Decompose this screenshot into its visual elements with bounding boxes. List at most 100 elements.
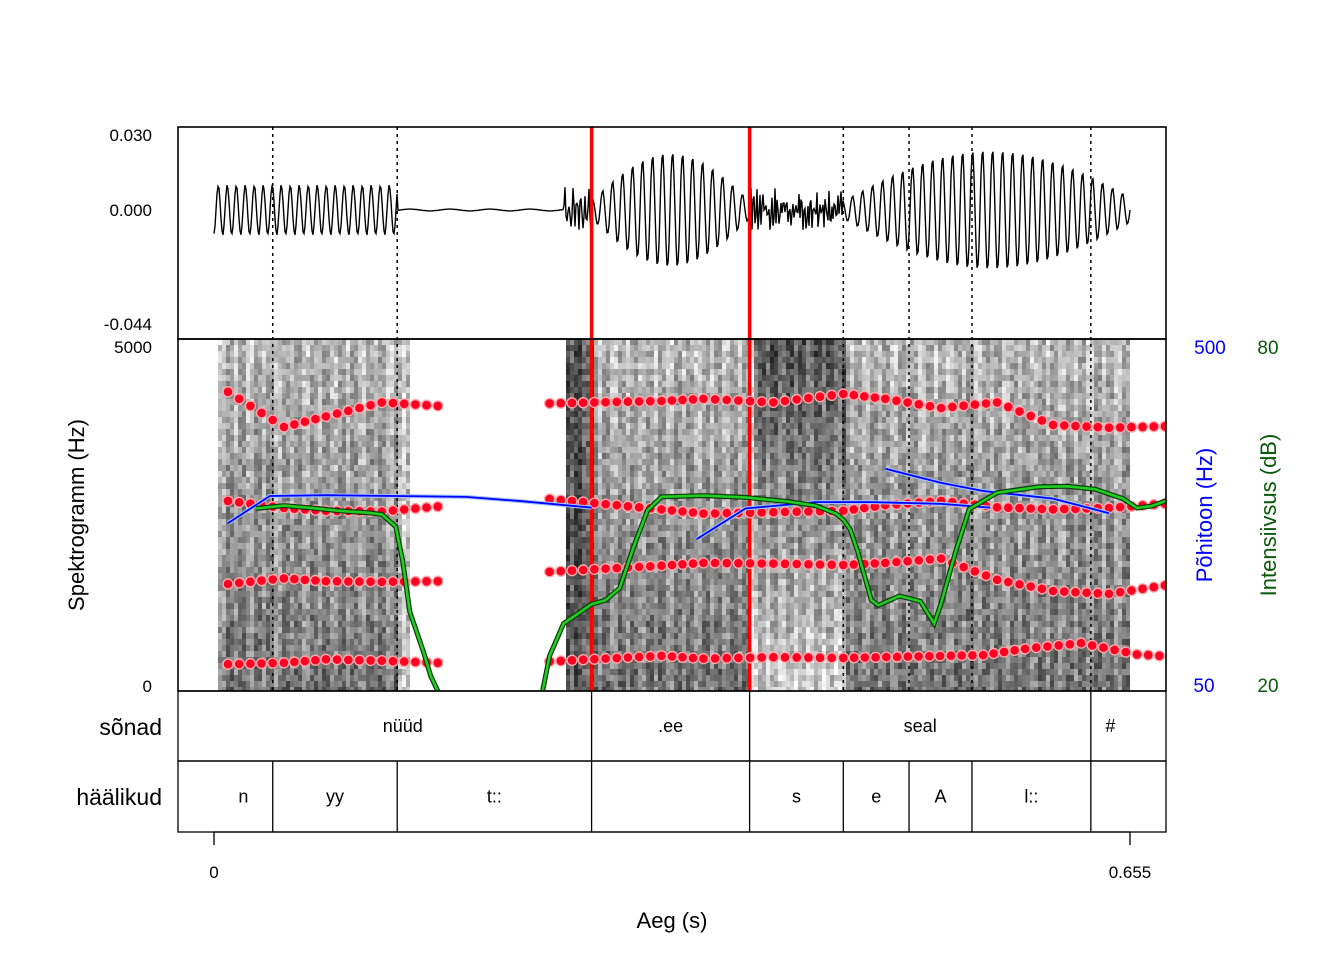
formant-point-f3 xyxy=(697,507,710,520)
formant-point-f4 xyxy=(309,413,322,425)
waveform-trace xyxy=(213,151,1131,269)
intensity-curve xyxy=(255,483,1166,691)
formant-point-f4 xyxy=(980,397,992,410)
formant-point-f4 xyxy=(1036,414,1048,427)
formant-point-f4 xyxy=(255,407,268,419)
formant-point-f2 xyxy=(420,575,433,587)
formant-point-f2 xyxy=(342,575,354,588)
intensity-tick-max: 80 xyxy=(1257,338,1278,359)
formant-point-f1 xyxy=(880,651,892,663)
formant-point-f1 xyxy=(1251,658,1261,668)
formant-point-f1 xyxy=(902,650,914,663)
formant-point-f1 xyxy=(891,651,903,663)
formant-point-f2 xyxy=(599,563,612,575)
formant-point-f1 xyxy=(767,651,780,663)
formant-point-f2 xyxy=(1171,579,1181,589)
formant-point-f4 xyxy=(848,389,860,401)
formant-point-f2 xyxy=(869,557,881,570)
formant-point-f4 xyxy=(858,390,870,403)
formant-point-f3 xyxy=(666,504,678,517)
formant-point-f1 xyxy=(1008,644,1021,656)
formant-point-f4 xyxy=(901,396,914,409)
formant-point-f2 xyxy=(779,558,791,570)
formant-point-f1 xyxy=(966,649,979,661)
formant-point-f4 xyxy=(1002,401,1014,413)
formant-point-f3 xyxy=(432,500,444,513)
formant-point-f1 xyxy=(1261,659,1271,669)
formant-point-f1 xyxy=(1019,643,1031,655)
formant-point-f4 xyxy=(543,397,556,410)
formant-point-f2 xyxy=(644,560,656,572)
formant-point-f3 xyxy=(611,499,623,511)
formant-point-f4 xyxy=(267,414,279,426)
formant-point-f1 xyxy=(848,652,860,664)
formant-point-f2 xyxy=(331,575,343,587)
formant-point-f4 xyxy=(946,401,959,413)
formant-point-f4 xyxy=(1125,421,1138,433)
formant-point-f4 xyxy=(288,418,301,431)
formant-point-f2 xyxy=(1148,581,1160,593)
formant-point-f2 xyxy=(744,557,756,569)
formant-point-f2 xyxy=(814,558,826,571)
formant-point-f2 xyxy=(991,574,1003,586)
formant-point-f4 xyxy=(376,396,388,409)
formant-point-f2 xyxy=(1238,573,1248,583)
formant-point-f1 xyxy=(622,651,634,664)
formant-point-f1 xyxy=(353,654,366,666)
formant-point-f4 xyxy=(577,397,589,409)
pitch-line-1 xyxy=(696,501,991,540)
formant-point-f4 xyxy=(991,396,1003,409)
formant-point-f1 xyxy=(342,654,354,666)
formant-point-f3 xyxy=(767,506,780,518)
formant-point-f1 xyxy=(1030,641,1043,654)
spectrogram-image xyxy=(218,339,1130,691)
formant-point-f2 xyxy=(267,573,279,586)
formant-point-f4 xyxy=(767,396,780,409)
formant-point-f4 xyxy=(566,397,578,409)
formant-point-f4 xyxy=(278,421,290,433)
tier-name-words: sõnad xyxy=(99,714,162,740)
formant-point-f1 xyxy=(1209,655,1219,665)
formant-point-f3 xyxy=(409,502,422,515)
formant-point-f1 xyxy=(432,657,444,669)
formant-point-f3 xyxy=(655,503,668,516)
intensity-axis-label: Intensiivsus (dB) xyxy=(1256,434,1281,597)
formant-point-f2 xyxy=(1103,588,1115,600)
formant-point-f4 xyxy=(1148,420,1160,433)
formant-point-f1 xyxy=(779,651,791,663)
formant-point-f1 xyxy=(267,657,279,669)
waveform-tick-bottom: -0.044 xyxy=(104,315,152,334)
pitch-curve xyxy=(226,466,1110,541)
formant-point-f4 xyxy=(791,393,803,406)
formant-point-f2 xyxy=(1136,583,1149,595)
formant-point-f2 xyxy=(1013,578,1026,590)
formant-point-f2 xyxy=(676,558,689,570)
formant-point-f2 xyxy=(611,562,623,574)
formant-point-f4 xyxy=(1024,410,1037,422)
formant-point-f1 xyxy=(756,651,768,664)
formant-point-f2 xyxy=(687,557,699,570)
formant-point-f1 xyxy=(934,650,946,662)
formant-point-f2 xyxy=(791,558,803,570)
formant-point-f4 xyxy=(756,396,768,408)
formant-point-f2 xyxy=(879,557,891,569)
formant-point-f4 xyxy=(233,393,245,405)
formant-point-f2 xyxy=(409,575,422,588)
formant-point-f3 xyxy=(622,500,634,512)
formant-point-f2 xyxy=(848,558,860,571)
formant-point-f4 xyxy=(622,396,634,408)
pitch-line-0 xyxy=(227,494,592,524)
formant-point-f2 xyxy=(1159,579,1166,592)
formant-point-f2 xyxy=(364,576,377,588)
formant-point-f4 xyxy=(1136,421,1149,433)
tier-interval-label: # xyxy=(1105,716,1115,736)
formant-point-f4 xyxy=(432,400,444,412)
formant-point-f2 xyxy=(577,564,589,576)
formant-point-f4 xyxy=(837,388,849,400)
formant-point-f1 xyxy=(666,650,678,663)
formant-point-f2 xyxy=(1227,574,1237,584)
formant-point-f1 xyxy=(320,653,332,665)
formant-point-f1 xyxy=(233,658,245,670)
formant-point-f3 xyxy=(1216,502,1226,512)
